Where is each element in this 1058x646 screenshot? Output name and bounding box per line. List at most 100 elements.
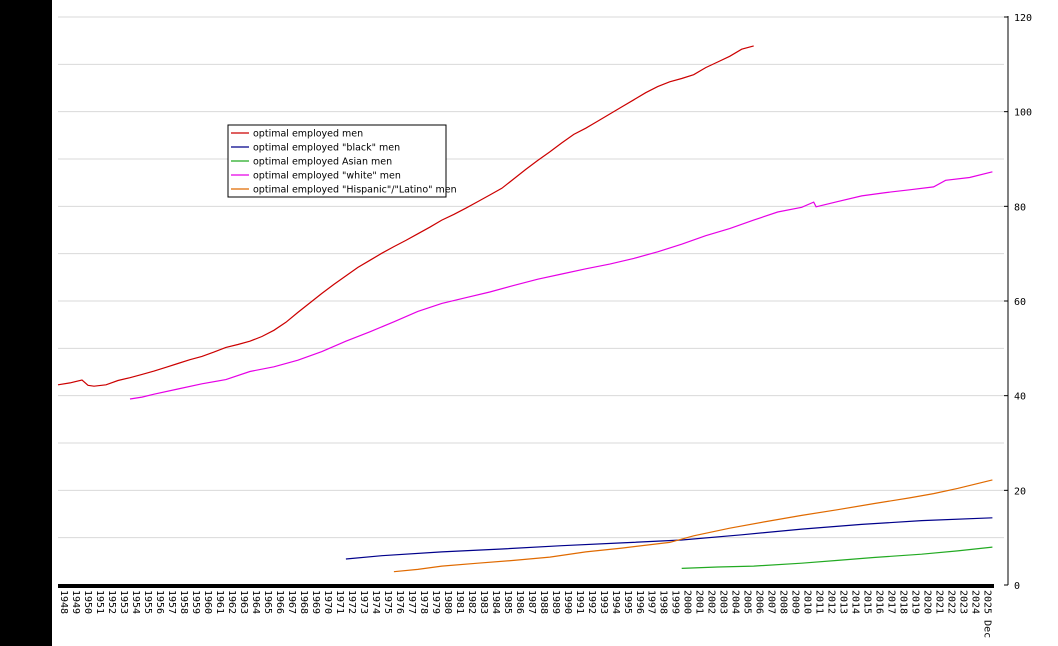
- series-line-4: [393, 479, 993, 573]
- x-tick-label: 1999: [670, 590, 681, 614]
- x-tick-label: 1975: [382, 590, 393, 614]
- x-tick-label: 1951: [94, 590, 105, 614]
- x-tick-label: 2021: [934, 590, 945, 614]
- x-tick-label: 1950: [82, 590, 93, 614]
- x-tick-label: 1988: [538, 590, 549, 614]
- x-tick-label: 1978: [418, 590, 429, 614]
- legend: optimal employed men optimal employed "bl…: [227, 124, 457, 198]
- legend-label: optimal employed men: [253, 129, 363, 140]
- series-line-0: [57, 45, 754, 387]
- legend-label: optimal employed "white" men: [253, 171, 401, 182]
- series-lines: [57, 45, 993, 573]
- x-tick-label: 1984: [490, 590, 501, 614]
- legend-box: [227, 124, 447, 198]
- x-tick-label: 1986: [514, 590, 525, 614]
- x-tick-label: 1957: [166, 590, 177, 614]
- x-tick-label: 1969: [310, 590, 321, 614]
- x-tick-label: 2008: [778, 590, 789, 614]
- x-tick-label: 1954: [130, 590, 141, 614]
- x-tick-label: 2024: [970, 590, 981, 614]
- x-tick-label: 1962: [226, 590, 237, 614]
- x-tick-label: 1976: [394, 590, 405, 614]
- x-tick-label: 1961: [214, 590, 225, 614]
- series-line-3: [129, 171, 993, 400]
- x-tick-label: 1987: [526, 590, 537, 614]
- x-tick-label: 1966: [274, 590, 285, 614]
- x-tick-label: 2025 Dec: [982, 590, 993, 638]
- x-tick-label: 1949: [70, 590, 81, 614]
- x-tick-label: 1960: [202, 590, 213, 614]
- x-axis-ticks: 1948 1949 1950 1951 1952 1953 1954 1955 1956 1957…: [58, 590, 993, 638]
- x-tick-label: 1994: [610, 590, 621, 614]
- x-axis-bar: [58, 584, 994, 588]
- x-tick-label: 2013: [838, 590, 849, 614]
- x-tick-label: 1958: [178, 590, 189, 614]
- x-tick-label: 2007: [766, 590, 777, 614]
- x-tick-label: 2017: [886, 590, 897, 614]
- x-tick-label: 1965: [262, 590, 273, 614]
- x-tick-label: 2006: [754, 590, 765, 614]
- y-tick-label: 20: [1014, 486, 1026, 497]
- legend-label: optimal employed Asian men: [253, 157, 392, 168]
- legend-label: optimal employed "black" men: [253, 143, 400, 154]
- x-tick-label: 1980: [442, 590, 453, 614]
- x-tick-label: 1959: [190, 590, 201, 614]
- x-tick-label: 2004: [730, 590, 741, 614]
- y-tick-label: 80: [1014, 202, 1026, 213]
- x-tick-label: 1973: [358, 590, 369, 614]
- x-tick-label: 1991: [574, 590, 585, 614]
- x-tick-label: 1964: [250, 590, 261, 614]
- x-tick-label: 1974: [370, 590, 381, 614]
- legend-label: optimal employed "Hispanic"/"Latino" men: [253, 185, 457, 196]
- x-tick-label: 2009: [790, 590, 801, 614]
- x-tick-label: 2010: [802, 590, 813, 614]
- y-axis-ticks: 0 20 40 60 80 100 120: [1004, 13, 1032, 592]
- x-tick-label: 2020: [922, 590, 933, 614]
- x-tick-label: 1956: [154, 590, 165, 614]
- x-tick-label: 1981: [454, 590, 465, 614]
- x-tick-label: 2012: [826, 590, 837, 614]
- x-tick-label: 1989: [550, 590, 561, 614]
- x-tick-label: 2016: [874, 590, 885, 614]
- x-tick-label: 1948: [58, 590, 69, 614]
- x-tick-label: 1970: [322, 590, 333, 614]
- x-tick-label: 1953: [118, 590, 129, 614]
- x-tick-label: 1967: [286, 590, 297, 614]
- x-tick-label: 1971: [334, 590, 345, 614]
- x-tick-label: 1985: [502, 590, 513, 614]
- x-tick-label: 1952: [106, 590, 117, 614]
- x-tick-label: 1963: [238, 590, 249, 614]
- x-tick-label: 1972: [346, 590, 357, 614]
- x-tick-label: 1982: [466, 590, 477, 614]
- x-tick-label: 2019: [910, 590, 921, 614]
- x-tick-label: 1983: [478, 590, 489, 614]
- axis-panel: [1004, 0, 1058, 646]
- gridlines: [58, 16, 1004, 539]
- x-tick-label: 2011: [814, 590, 825, 614]
- x-tick-label: 2023: [958, 590, 969, 614]
- x-tick-label: 2001: [694, 590, 705, 614]
- x-axis-panel: [52, 585, 1058, 646]
- x-tick-label: 2014: [850, 590, 861, 614]
- x-tick-label: 2003: [718, 590, 729, 614]
- plot-background: [52, 0, 1004, 585]
- series-line-1: [345, 517, 993, 560]
- x-tick-label: 1997: [646, 590, 657, 614]
- x-tick-label: 1955: [142, 590, 153, 614]
- y-tick-label: 60: [1014, 297, 1026, 308]
- x-tick-label: 2022: [946, 590, 957, 614]
- x-tick-label: 2015: [862, 590, 873, 614]
- x-tick-label: 2005: [742, 590, 753, 614]
- x-tick-label: 1996: [634, 590, 645, 614]
- x-tick-label: 1993: [598, 590, 609, 614]
- y-tick-label: 120: [1014, 13, 1032, 24]
- y-tick-label: 0: [1014, 581, 1020, 592]
- x-tick-label: 1968: [298, 590, 309, 614]
- x-tick-label: 1979: [430, 590, 441, 614]
- x-tick-label: 1995: [622, 590, 633, 614]
- x-tick-label: 2000: [682, 590, 693, 614]
- y-tick-label: 40: [1014, 392, 1026, 403]
- x-tick-label: 1992: [586, 590, 597, 614]
- x-tick-label: 1990: [562, 590, 573, 614]
